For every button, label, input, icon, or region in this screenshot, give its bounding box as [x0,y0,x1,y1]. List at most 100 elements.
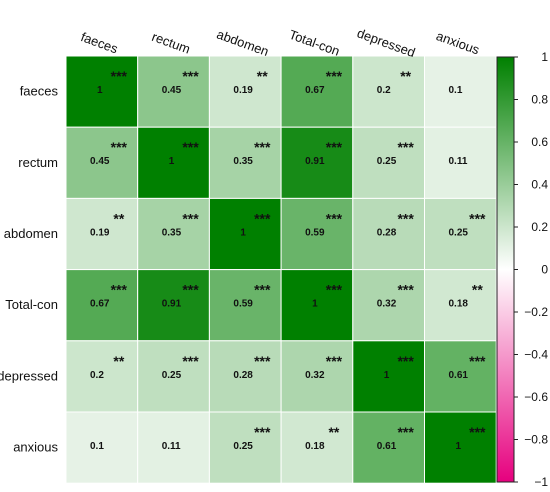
significance-marker: *** [111,139,128,155]
heatmap-cell [65,411,139,484]
cell-value: 0.35 [162,227,182,238]
cell-value: 1 [456,441,462,452]
colorbar-tick-label: 0.2 [531,220,548,234]
heatmap-cell [280,126,354,199]
cell-value: 0.1 [449,85,463,96]
cell-value: 0.25 [233,441,253,452]
cell-value: 0.18 [449,299,469,310]
significance-marker: ** [257,68,268,84]
cell-value: 0.32 [305,370,325,381]
significance-marker: *** [397,139,414,155]
significance-marker: *** [254,139,271,155]
cell-value: 0.11 [449,156,468,167]
cell-value: 0.2 [377,85,391,96]
colorbar-gradient [496,56,515,483]
cell-value: 0.25 [449,227,469,238]
significance-marker: ** [400,68,411,84]
significance-marker: *** [182,68,199,84]
row-label: Total-con [5,297,58,312]
significance-marker: *** [182,210,199,226]
cell-value: 0.45 [162,85,182,96]
significance-marker: *** [469,353,486,369]
significance-marker: *** [182,139,199,155]
cell-value: 0.19 [90,227,110,238]
cell-value: 0.19 [233,85,253,96]
row-label: abdomen [4,226,58,241]
colorbar-tick-label: −0.2 [524,305,548,319]
cell-value: 0.61 [377,441,397,452]
heatmap-cell [65,340,139,413]
heatmap-cell [352,340,425,413]
heatmap-cell [424,197,497,271]
column-label: depressed [355,25,417,60]
heatmap-cell [137,126,210,199]
colorbar: 1 0.8 0.6 0.4 0.2 0 −0.2 −0.4 −0.6 −0.8 −1 [496,50,548,489]
colorbar-tick-label: −0.4 [524,348,548,362]
significance-marker: *** [326,68,343,84]
cell-value: 0.1 [90,441,104,452]
column-labels: faeces rectum abdomen Total-con depressed anx… [79,25,482,60]
significance-marker: *** [469,210,486,226]
heatmap-cell [424,340,497,413]
cell-value: 0.28 [377,227,397,238]
cell-value: 0.67 [305,85,325,96]
cell-value: 1 [169,156,175,167]
cell-value: 0.61 [449,370,469,381]
cell-value: 0.11 [162,441,181,452]
heatmap-cell [137,197,210,271]
heatmap-cell [208,340,282,413]
significance-marker: *** [397,353,414,369]
heatmap-cell [280,197,354,271]
colorbar-tick-label: −1 [534,475,548,489]
colorbar-tick-label: −0.6 [524,390,548,404]
heatmap-cell [137,269,210,342]
column-label: anxious [434,28,482,58]
cell-value: 1 [97,85,103,96]
heatmap-cell [352,197,425,271]
heatmap-cell [424,269,497,342]
significance-marker: ** [472,282,483,298]
heatmap-cell [137,55,210,128]
significance-marker: *** [182,282,199,298]
colorbar-tick-label: 0.6 [531,135,548,149]
heatmap-cells: 1***0.45***0.19**0.67***0.2**0.10.45***1… [65,55,497,484]
significance-marker: *** [254,353,271,369]
heatmap-cell [424,411,497,484]
significance-marker: *** [182,353,199,369]
cell-value: 0.45 [90,156,110,167]
significance-marker: *** [397,424,414,440]
cell-value: 0.2 [90,370,104,381]
column-label: faeces [79,29,121,56]
significance-marker: *** [326,353,343,369]
row-label: depressed [0,368,58,383]
heatmap-cell [65,55,139,128]
heatmap-cell [208,269,282,342]
significance-marker: ** [113,353,124,369]
cell-value: 0.25 [162,370,182,381]
heatmap-cell [352,411,425,484]
colorbar-tick-label: 0 [541,263,548,277]
significance-marker: *** [326,139,343,155]
heatmap-cell [424,126,497,199]
cell-value: 0.91 [305,156,325,167]
row-label: rectum [18,155,58,170]
significance-marker: *** [397,210,414,226]
significance-marker: *** [111,282,128,298]
significance-marker: *** [254,282,271,298]
row-label: faeces [20,84,59,99]
cell-value: 0.25 [377,156,397,167]
heatmap-cell [280,269,354,342]
significance-marker: *** [254,210,271,226]
cell-value: 1 [240,227,246,238]
heatmap-cell [352,269,425,342]
heatmap-cell [424,55,497,128]
heatmap-cell [280,55,354,128]
column-label: abdomen [215,26,271,59]
row-label: anxious [13,440,58,455]
significance-marker: *** [469,424,486,440]
heatmap-cell [280,340,354,413]
cell-value: 0.18 [305,441,325,452]
significance-marker: *** [326,210,343,226]
colorbar-tick-label: 1 [541,50,548,64]
